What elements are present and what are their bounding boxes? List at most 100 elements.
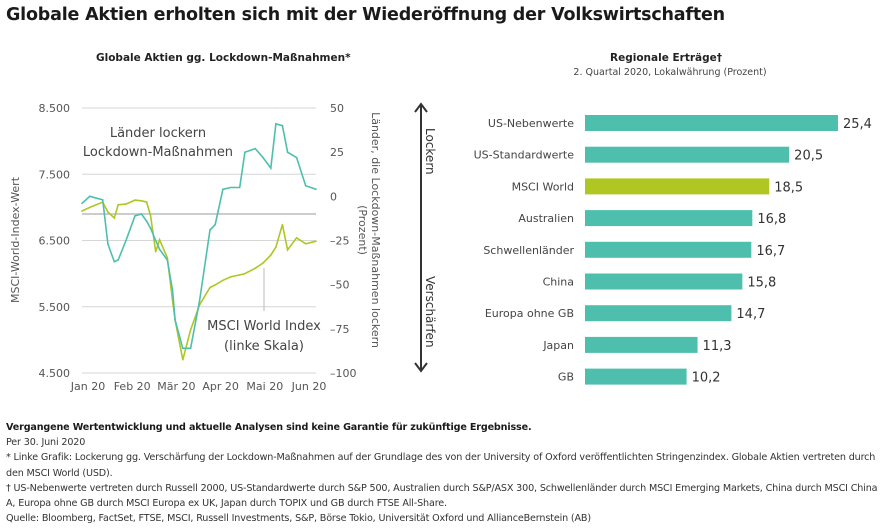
data-point [281, 223, 284, 226]
data-point [117, 259, 119, 261]
y2-tick-label: 50 [330, 102, 344, 115]
y-tick-label: 6.500 [39, 235, 71, 248]
x-tick-label: Feb 20 [114, 380, 151, 393]
data-point [107, 211, 109, 213]
bar-category-label: MSCI World [512, 180, 574, 193]
annotation-text: MSCI World Index [207, 319, 321, 334]
bar-category-label: US-Standardwerte [474, 149, 575, 162]
data-point [107, 243, 109, 245]
x-tick-label: Jun 20 [291, 380, 327, 393]
x-tick-label: Jan 20 [70, 380, 105, 393]
bar-category-label: Schwellenländer [483, 244, 574, 257]
data-point [295, 237, 298, 239]
bar-value-label: 11,3 [703, 339, 732, 354]
right-chart-subtitle: 2. Quartal 2020, Lokalwährung (Prozent) [573, 67, 767, 78]
data-point [189, 329, 192, 331]
y2-tick-label: 0 [330, 190, 337, 203]
bar [585, 146, 790, 163]
data-point [244, 151, 246, 153]
y2-tick-label: –75 [330, 323, 350, 336]
data-point [315, 240, 317, 242]
y-tick-label: 8.500 [39, 102, 71, 115]
y-tick-label: 4.500 [39, 367, 71, 380]
data-point [262, 156, 264, 159]
data-point [269, 167, 272, 169]
bar-value-label: 20,5 [794, 149, 823, 164]
y2-tick-label: –50 [330, 279, 350, 292]
data-point [81, 202, 83, 205]
data-point [286, 151, 289, 153]
x-tick-label: Apr 20 [202, 380, 239, 393]
data-point [125, 203, 127, 205]
data-point [140, 199, 143, 202]
data-point [182, 358, 184, 361]
data-point [286, 248, 289, 251]
bar-category-label: GB [558, 371, 574, 384]
data-point [81, 210, 83, 212]
y2-tick-label: –25 [330, 235, 350, 248]
data-point [154, 239, 157, 242]
data-point [254, 267, 257, 270]
data-point [88, 195, 91, 198]
bar-value-label: 15,8 [747, 276, 776, 291]
data-point [88, 206, 91, 209]
bar-value-label: 18,5 [774, 180, 803, 195]
bar-value-label: 14,7 [736, 307, 765, 322]
data-point [238, 274, 241, 276]
x-tick-label: Mär 20 [157, 380, 195, 393]
data-point [209, 229, 211, 231]
data-point [214, 223, 216, 226]
data-point [134, 214, 136, 217]
data-point [166, 259, 169, 261]
data-point [158, 248, 161, 251]
data-point [214, 284, 216, 286]
footnote-right-chart: † US-Nebenwerte vertreten durch Russell … [6, 482, 878, 510]
data-point [140, 213, 143, 215]
annotation-text: Lockdown-Maßnahmen [83, 145, 233, 160]
charts-canvas: 8.500 7.500 6.500 5.500 4.500 50 25 0 –25 –50 –75 –… [9, 102, 872, 393]
y-axis-label: MSCI-World-Index-Wert [9, 176, 22, 303]
as-of-date: Per 30. Juni 2020 [6, 437, 86, 449]
bar [585, 210, 753, 227]
data-point [145, 220, 148, 222]
data-point [304, 184, 307, 187]
y2-axis-label: Länder, die Lockdown-Maßnahmen lockern(P… [356, 112, 382, 348]
annotation-text: (linke Skala) [224, 339, 304, 354]
y2-axis-label-line1: Länder, die Lockdown-Maßnahmen lockern [369, 112, 382, 348]
bar-value-label: 16,7 [756, 244, 785, 259]
y2-tick-label: –100 [330, 367, 357, 380]
data-point [262, 262, 264, 264]
data-point [145, 201, 148, 203]
bar-value-label: 16,8 [757, 212, 786, 227]
source-note: Quelle: Bloomberg, FactSet, FTSE, MSCI, … [6, 513, 591, 525]
bar [585, 305, 732, 322]
data-point [149, 227, 152, 229]
bar [585, 178, 770, 195]
data-point [117, 203, 119, 206]
bar-category-label: US-Nebenwerte [488, 117, 574, 130]
y-tick-label: 5.500 [39, 301, 71, 314]
data-point [238, 186, 241, 189]
x-tick-label: Mai 20 [246, 380, 283, 393]
data-point [222, 188, 224, 191]
lockdown-easing-line [81, 122, 317, 350]
data-point [182, 347, 184, 350]
data-point [158, 239, 161, 241]
arrow-up-icon [414, 102, 428, 113]
bar-category-label: Australien [518, 212, 574, 225]
data-point [254, 147, 257, 150]
footnotes: Vergangene Wertentwicklung und aktuelle … [6, 420, 880, 526]
page-title: Globale Aktien erholten sich mit der Wie… [6, 5, 725, 25]
arrow-down-icon [414, 362, 428, 373]
bar [585, 241, 752, 258]
y2-tick-label: 25 [330, 146, 344, 159]
arrow-label-top: Lockern [423, 128, 437, 175]
data-point [229, 186, 232, 189]
data-point [149, 214, 152, 217]
data-point [269, 254, 272, 256]
bar-category-label: China [543, 276, 574, 289]
data-point [222, 279, 224, 282]
annotation-text: Länder lockern [110, 126, 206, 141]
bar-category-label: Japan [542, 339, 574, 352]
bar-category-label: Europa ohne GB [485, 307, 574, 320]
